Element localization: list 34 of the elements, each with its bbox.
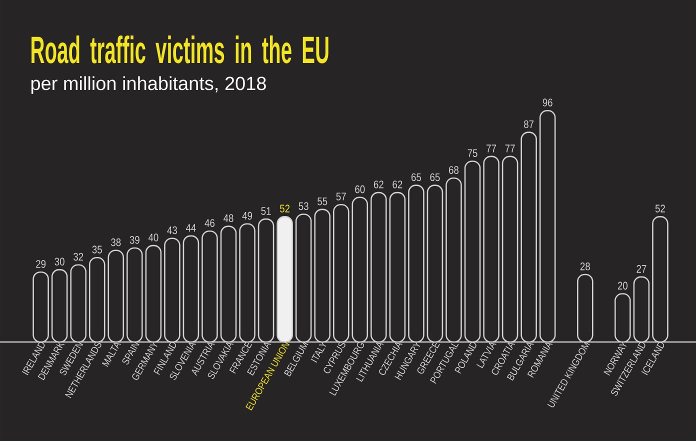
data-label: 57 — [336, 192, 346, 200]
data-label: 55 — [318, 198, 328, 206]
chart-subtitle: per million inhabitants, 2018 — [31, 76, 266, 94]
data-label: 43 — [167, 226, 177, 234]
data-label: 27 — [636, 265, 646, 273]
data-label: 28 — [580, 262, 590, 270]
data-label: 35 — [92, 246, 102, 254]
data-label: 96 — [542, 98, 552, 106]
data-label: 65 — [411, 173, 422, 182]
data-label: 40 — [148, 234, 158, 242]
data-label: 62 — [392, 180, 402, 188]
data-label: 60 — [355, 185, 365, 194]
data-label: 68 — [449, 166, 459, 174]
data-label: 30 — [54, 258, 64, 266]
data-label: 77 — [486, 144, 496, 152]
data-label: 32 — [74, 252, 84, 261]
data-label: 87 — [524, 120, 534, 128]
data-label: 39 — [130, 236, 140, 244]
data-label: 44 — [186, 224, 196, 232]
data-label: 46 — [204, 219, 215, 227]
data-label: 29 — [36, 260, 46, 268]
data-label: 49 — [242, 212, 252, 220]
data-label: 38 — [111, 238, 121, 246]
data-label: 20 — [618, 282, 628, 290]
data-label: 48 — [224, 214, 234, 222]
data-label: 65 — [430, 173, 440, 182]
data-label: 51 — [261, 207, 271, 215]
data-label: 52 — [655, 204, 665, 212]
data-label: 53 — [298, 202, 308, 210]
data-label: 77 — [505, 144, 515, 152]
data-label: 52 — [280, 204, 290, 212]
chart-title: Road traffic victims in the EU — [32, 35, 328, 64]
data-label: 62 — [374, 180, 384, 188]
data-label: 75 — [468, 149, 478, 158]
